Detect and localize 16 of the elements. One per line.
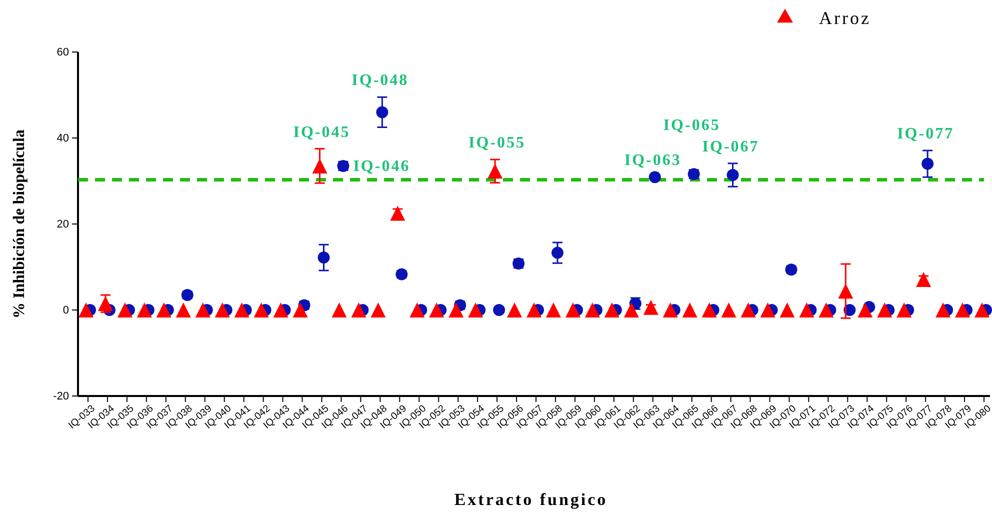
annotation: IQ-046 [353, 158, 410, 175]
annotation: IQ-055 [468, 134, 526, 152]
annotation: IQ-045 [293, 124, 350, 141]
annotation: IQ-067 [702, 138, 760, 156]
annotation: IQ-077 [897, 125, 954, 142]
y-axis-title: % Inhibición de biopelícula [11, 130, 28, 318]
legend-label: Arroz [819, 8, 871, 28]
annotation: IQ-065 [663, 116, 720, 134]
annotation: IQ-048 [352, 72, 409, 90]
y-tick-label: 40 [56, 132, 69, 145]
annotation: IQ-063 [624, 152, 682, 170]
y-tick-label: 60 [56, 46, 69, 59]
y-tick-label: 0 [62, 304, 69, 317]
x-axis-title: Extracto fungico [454, 490, 608, 509]
y-tick-label: 20 [56, 218, 69, 231]
y-tick-label: -20 [53, 390, 69, 403]
